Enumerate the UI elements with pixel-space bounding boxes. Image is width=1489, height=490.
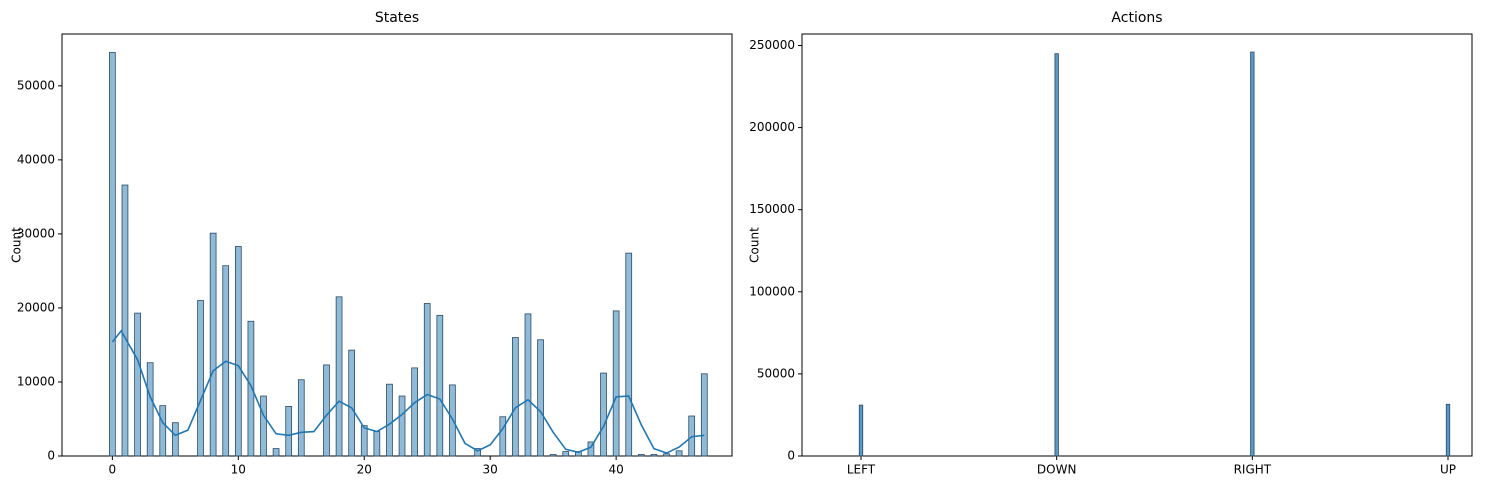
bar — [1054, 53, 1059, 457]
y-tick-label: 10000 — [17, 374, 55, 388]
bar — [600, 372, 607, 457]
y-tick-label: 0 — [787, 449, 795, 463]
y-axis-label: Count — [10, 227, 24, 263]
bar — [537, 339, 544, 457]
chart-title: Actions — [1111, 10, 1162, 26]
bar — [146, 362, 154, 457]
x-tick-label: 30 — [483, 463, 498, 477]
bar — [398, 395, 406, 457]
x-tick-label: 20 — [357, 463, 372, 477]
bar — [159, 405, 167, 457]
bar — [675, 450, 683, 457]
x-tick-label: DOWN — [1037, 463, 1077, 477]
bar — [474, 448, 481, 457]
bar — [499, 416, 507, 457]
bar — [373, 431, 381, 457]
bar — [1445, 403, 1451, 457]
x-tick-label: RIGHT — [1234, 463, 1272, 477]
bar — [234, 246, 242, 457]
bar — [360, 425, 368, 457]
y-tick-label: 20000 — [17, 300, 55, 314]
bar — [197, 300, 204, 457]
x-tick-label: 0 — [109, 463, 117, 477]
bar — [121, 184, 129, 457]
bar — [423, 303, 431, 457]
bar — [612, 310, 620, 457]
y-tick-label: 200000 — [749, 120, 795, 134]
bar — [247, 320, 255, 457]
bar — [260, 395, 267, 457]
plot-frame — [61, 33, 733, 457]
kde-line — [111, 329, 705, 454]
y-tick-label: 0 — [47, 449, 55, 463]
bar — [171, 422, 179, 457]
bar — [625, 252, 633, 457]
bar — [209, 232, 217, 457]
bar — [323, 364, 330, 457]
bar — [297, 379, 305, 457]
plot-frame — [801, 33, 1473, 457]
bar — [512, 337, 519, 457]
y-tick-label: 40000 — [17, 152, 55, 166]
bar — [650, 454, 658, 457]
bar — [335, 296, 343, 457]
bar — [637, 454, 645, 457]
x-tick-label: 40 — [608, 463, 623, 477]
bar — [285, 405, 293, 457]
bar — [134, 312, 141, 457]
bar — [386, 383, 393, 457]
y-tick-label: 30000 — [17, 226, 55, 240]
bar — [411, 367, 418, 457]
y-tick-label: 50000 — [17, 78, 55, 92]
bar — [1250, 51, 1255, 457]
bar — [436, 314, 444, 457]
chart-title: States — [375, 10, 419, 26]
bar — [700, 373, 708, 457]
bar — [524, 313, 532, 457]
bar — [348, 349, 356, 457]
bar — [858, 404, 864, 457]
x-tick-label: UP — [1440, 463, 1456, 477]
y-tick-label: 250000 — [749, 38, 795, 52]
bar — [109, 52, 116, 457]
x-tick-label: LEFT — [847, 463, 876, 477]
y-tick-label: 150000 — [749, 202, 795, 216]
y-tick-label: 100000 — [749, 284, 795, 298]
x-tick-label: 10 — [231, 463, 246, 477]
bar — [549, 454, 557, 457]
y-axis-label: Count — [748, 227, 762, 263]
bar — [663, 453, 670, 457]
y-tick-label: 50000 — [757, 366, 795, 380]
bar — [562, 451, 570, 457]
bar — [272, 448, 280, 457]
